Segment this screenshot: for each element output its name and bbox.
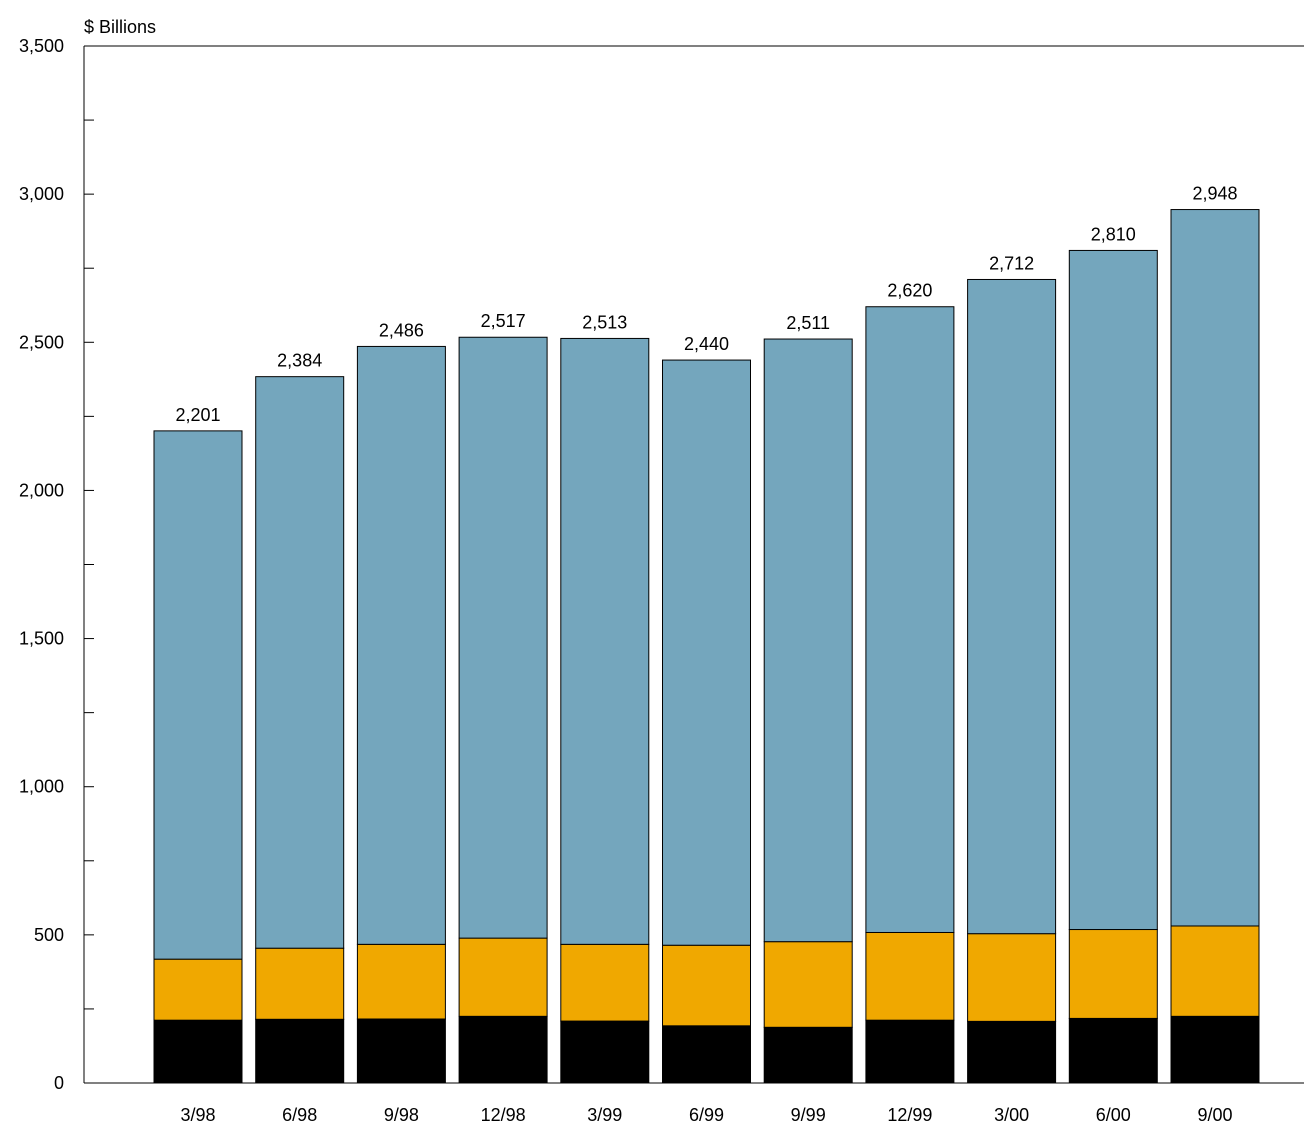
bar-segment-2 bbox=[560, 337, 650, 945]
bar-total-label: 2,810 bbox=[1091, 224, 1136, 244]
x-tick-label: 6/99 bbox=[689, 1105, 724, 1124]
bar-segment-0 bbox=[458, 1015, 548, 1084]
bar-segment-1 bbox=[560, 943, 650, 1022]
bar-segment-2 bbox=[153, 430, 243, 960]
bar-segment-1 bbox=[1170, 925, 1260, 1017]
bar-segment-2 bbox=[865, 306, 955, 933]
bar-total-label: 2,517 bbox=[481, 311, 526, 331]
x-tick-label: 9/00 bbox=[1197, 1105, 1232, 1124]
bar-segment-0 bbox=[1170, 1015, 1260, 1084]
y-tick-label: 3,000 bbox=[19, 184, 64, 204]
bar-segment-2 bbox=[967, 278, 1057, 935]
bar-segment-1 bbox=[1068, 929, 1158, 1019]
bar-segment-1 bbox=[967, 933, 1057, 1022]
bar-total-label: 2,948 bbox=[1192, 184, 1237, 204]
y-tick-label: 1,000 bbox=[19, 777, 64, 797]
y-axis-title: $ Billions bbox=[84, 17, 156, 37]
y-tick-label: 3,500 bbox=[19, 36, 64, 56]
bar-segment-0 bbox=[356, 1018, 446, 1084]
bar-segment-1 bbox=[153, 958, 243, 1021]
y-tick-label: 1,500 bbox=[19, 629, 64, 649]
bar-segment-2 bbox=[458, 336, 548, 939]
bar-total-label: 2,513 bbox=[582, 312, 627, 332]
bar-segment-1 bbox=[356, 943, 446, 1020]
bar-total-label: 2,620 bbox=[887, 281, 932, 301]
bar-segment-2 bbox=[1068, 249, 1158, 931]
bar-segment-2 bbox=[662, 359, 751, 946]
bar-segment-0 bbox=[967, 1020, 1057, 1084]
bar-total-label: 2,486 bbox=[379, 320, 424, 340]
bar-segment-0 bbox=[153, 1019, 243, 1084]
bar-segment-0 bbox=[865, 1019, 955, 1084]
bar-segment-1 bbox=[662, 944, 751, 1027]
bar-segment-0 bbox=[763, 1026, 853, 1084]
bar-total-label: 2,511 bbox=[786, 313, 830, 333]
y-tick-label: 2,500 bbox=[19, 332, 64, 352]
y-tick-label: 500 bbox=[34, 925, 64, 945]
bar-segment-1 bbox=[255, 947, 345, 1020]
x-tick-label: 12/98 bbox=[481, 1105, 526, 1124]
bar-segment-1 bbox=[763, 941, 853, 1028]
bar-segment-1 bbox=[458, 937, 548, 1017]
bar-total-label: 2,712 bbox=[989, 253, 1034, 273]
bar-segment-0 bbox=[255, 1018, 345, 1084]
y-tick-label: 0 bbox=[54, 1073, 64, 1093]
y-tick-label: 2,000 bbox=[19, 480, 64, 500]
bar-total-label: 2,384 bbox=[277, 351, 322, 371]
x-tick-label: 9/99 bbox=[791, 1105, 826, 1124]
x-tick-label: 3/00 bbox=[994, 1105, 1029, 1124]
bar-segment-1 bbox=[865, 931, 955, 1021]
bar-total-label: 2,201 bbox=[175, 405, 220, 425]
x-tick-label: 3/99 bbox=[587, 1105, 622, 1124]
bar-segment-2 bbox=[356, 345, 446, 945]
bar-segment-0 bbox=[662, 1025, 751, 1084]
bar-segment-2 bbox=[1170, 209, 1260, 927]
data-labels: 2,201 3/98 2,384 6/98 2,486 9/98 2,517 12/98 2,5… bbox=[175, 184, 1237, 1124]
x-tick-label: 12/99 bbox=[887, 1105, 932, 1124]
x-tick-label: 6/98 bbox=[282, 1105, 317, 1124]
bar-segment-0 bbox=[1068, 1017, 1158, 1084]
x-tick-label: 3/98 bbox=[180, 1105, 215, 1124]
bar-segment-2 bbox=[763, 338, 853, 943]
bar-segment-0 bbox=[560, 1020, 650, 1084]
x-tick-label: 9/98 bbox=[384, 1105, 419, 1124]
x-tick-label: 6/00 bbox=[1096, 1105, 1131, 1124]
bar-total-label: 2,440 bbox=[684, 334, 729, 354]
bars bbox=[153, 209, 1260, 1084]
bar-segment-2 bbox=[255, 376, 345, 949]
